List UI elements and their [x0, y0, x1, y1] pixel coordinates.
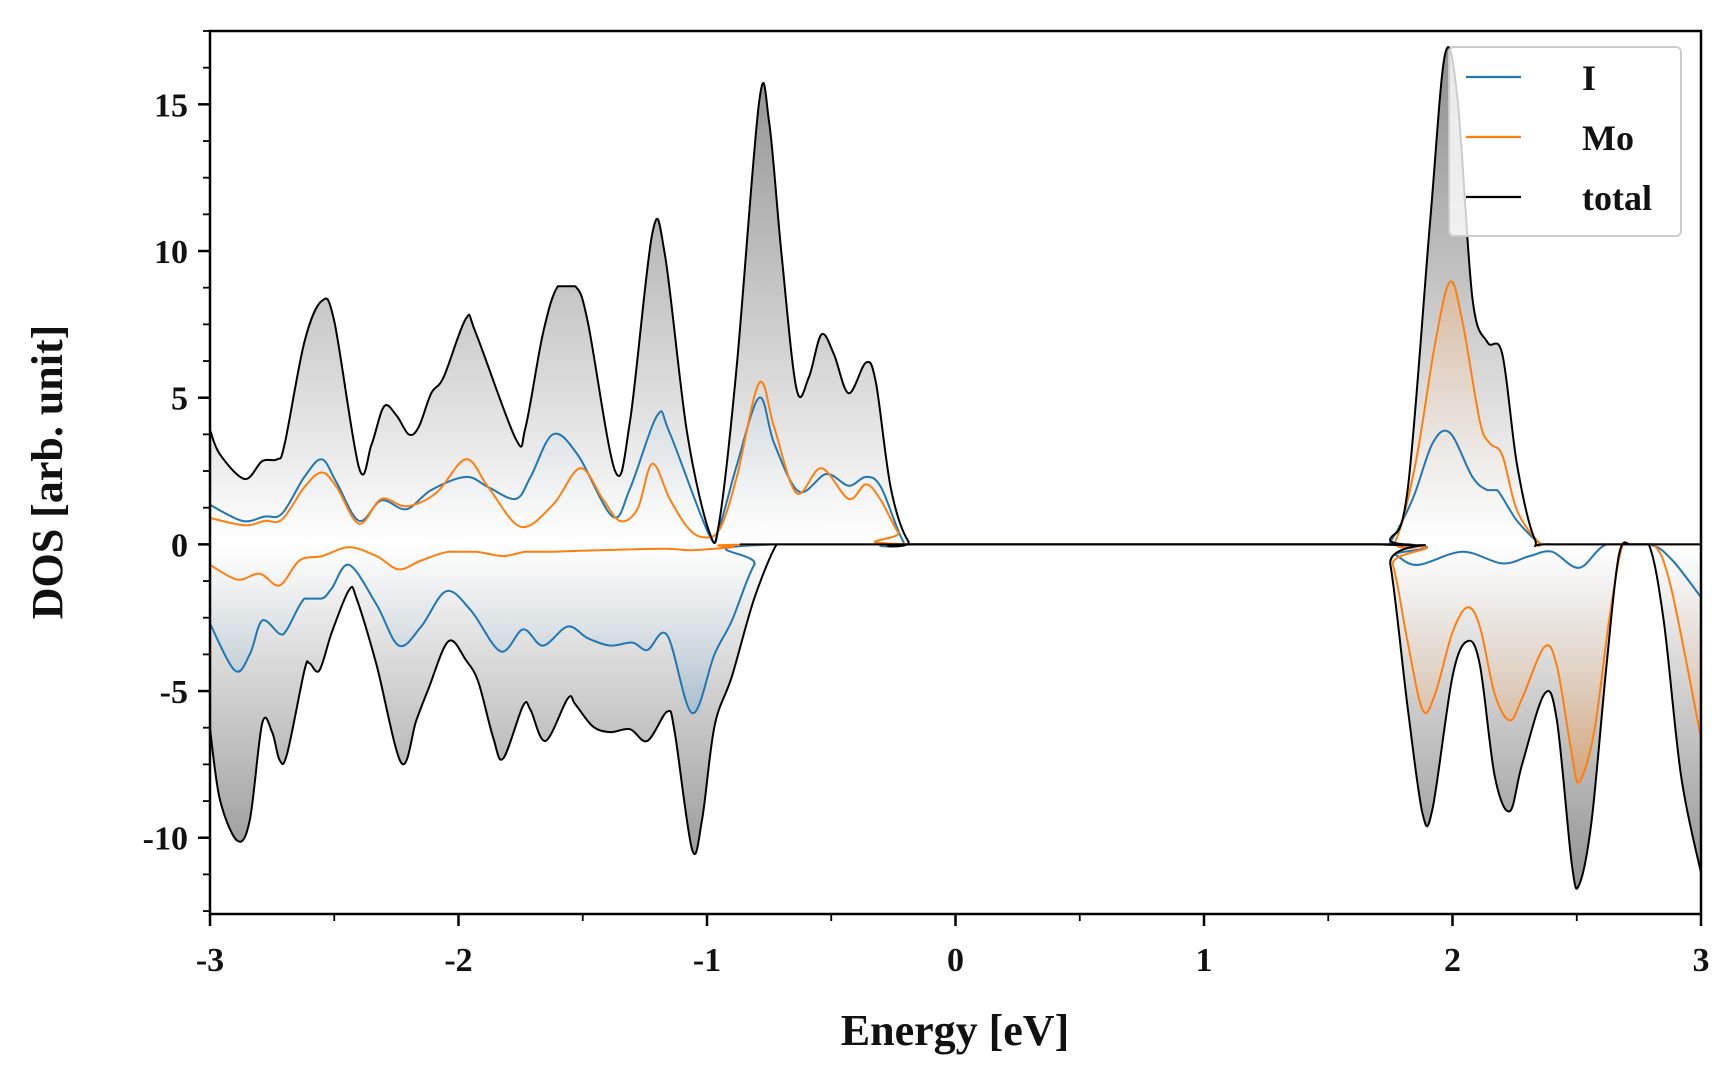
y-axis: -10 -5 0 5 10 15	[143, 30, 210, 912]
x-tick-label: 2	[1444, 942, 1461, 979]
y-axis-label: DOS [arb. unit]	[23, 325, 72, 620]
x-tick-label: 3	[1693, 942, 1710, 979]
line-layer	[210, 46, 1701, 890]
legend-label-total: total	[1582, 178, 1652, 218]
x-tick-label: -1	[693, 942, 721, 979]
fill-mo-down	[1300, 542, 1701, 783]
x-tick-label: 0	[947, 942, 964, 979]
y-tick-label: 15	[154, 87, 188, 124]
legend-box	[1448, 46, 1682, 237]
x-tick-label: -2	[444, 942, 472, 979]
x-tick-label: -3	[196, 942, 224, 979]
legend-label-mo: Mo	[1582, 118, 1634, 158]
y-tick-label: 5	[171, 381, 188, 418]
fill-i-down	[210, 544, 830, 714]
series-line-total-up	[210, 46, 1701, 548]
legend: I Mo total	[1448, 46, 1682, 237]
y-tick-label: 10	[154, 234, 188, 271]
series-line-mo-up	[210, 280, 1701, 550]
x-axis: -3 -2 -1 0 1 2 3	[196, 914, 1710, 979]
series-line-i-down	[210, 543, 1701, 715]
series-line-i-up	[210, 396, 1701, 548]
x-tick-label: 1	[1196, 942, 1213, 979]
y-tick-label: -10	[143, 821, 188, 858]
y-tick-label: 0	[171, 527, 188, 564]
legend-label-i: I	[1582, 58, 1596, 98]
series-line-total-down	[210, 541, 1701, 890]
fill-total-up	[210, 46, 1701, 547]
y-tick-label: -5	[160, 674, 188, 711]
x-axis-label: Energy [eV]	[841, 1006, 1070, 1055]
